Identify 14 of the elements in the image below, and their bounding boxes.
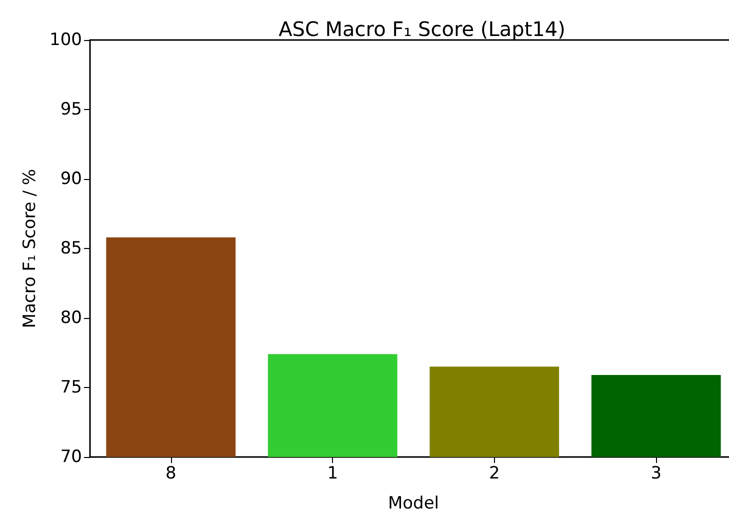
y-axis-title: Macro F₁ Score / % [20,168,40,328]
x-tick-label: 3 [650,464,662,484]
x-tick-label: 1 [327,464,338,484]
y-tick-label: 70 [60,447,82,467]
y-tick-label: 100 [50,30,82,50]
x-tick-label: 8 [165,464,176,484]
y-tick-label: 75 [60,378,82,398]
y-tick-label: 85 [60,238,82,258]
x-axis-title: Model [388,494,440,514]
y-tick-label: 90 [60,169,82,189]
chart-title: ASC Macro F₁ Score (Lapt14) [278,17,566,41]
x-tick-label: 2 [488,464,500,484]
y-tick-label: 80 [60,308,82,328]
y-tick-label: 95 [60,100,82,120]
